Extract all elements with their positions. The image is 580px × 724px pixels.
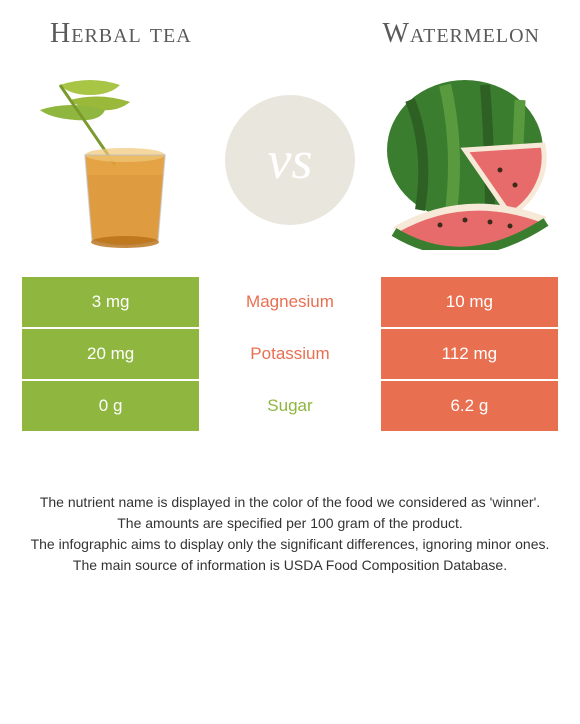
header: Herbal tea Watermelon <box>0 0 580 60</box>
right-food-title: Watermelon <box>382 18 540 50</box>
footnote-line: The main source of information is USDA F… <box>30 556 550 575</box>
left-value-cell: 20 mg <box>21 328 200 380</box>
table-row: 0 gSugar6.2 g <box>21 380 559 432</box>
right-value-cell: 112 mg <box>380 328 559 380</box>
nutrient-label-cell: Potassium <box>200 328 380 380</box>
images-row: vs <box>0 60 580 275</box>
footnote-line: The nutrient name is displayed in the co… <box>30 493 550 512</box>
left-value-cell: 3 mg <box>21 276 200 328</box>
left-food-title: Herbal tea <box>50 18 192 50</box>
footnotes: The nutrient name is displayed in the co… <box>0 493 580 575</box>
watermelon-icon <box>370 65 560 255</box>
footnote-line: The amounts are specified per 100 gram o… <box>30 514 550 533</box>
herbal-tea-icon <box>20 65 210 255</box>
left-value-cell: 0 g <box>21 380 200 432</box>
table-row: 3 mgMagnesium10 mg <box>21 276 559 328</box>
nutrient-label-cell: Magnesium <box>200 276 380 328</box>
footnote-line: The infographic aims to display only the… <box>30 535 550 554</box>
comparison-tbody: 3 mgMagnesium10 mg20 mgPotassium112 mg0 … <box>21 276 559 432</box>
nutrient-label-cell: Sugar <box>200 380 380 432</box>
table-row: 20 mgPotassium112 mg <box>21 328 559 380</box>
vs-label: vs <box>268 129 313 191</box>
comparison-table: 3 mgMagnesium10 mg20 mgPotassium112 mg0 … <box>20 275 560 433</box>
vs-badge: vs <box>225 95 355 225</box>
right-value-cell: 6.2 g <box>380 380 559 432</box>
right-value-cell: 10 mg <box>380 276 559 328</box>
